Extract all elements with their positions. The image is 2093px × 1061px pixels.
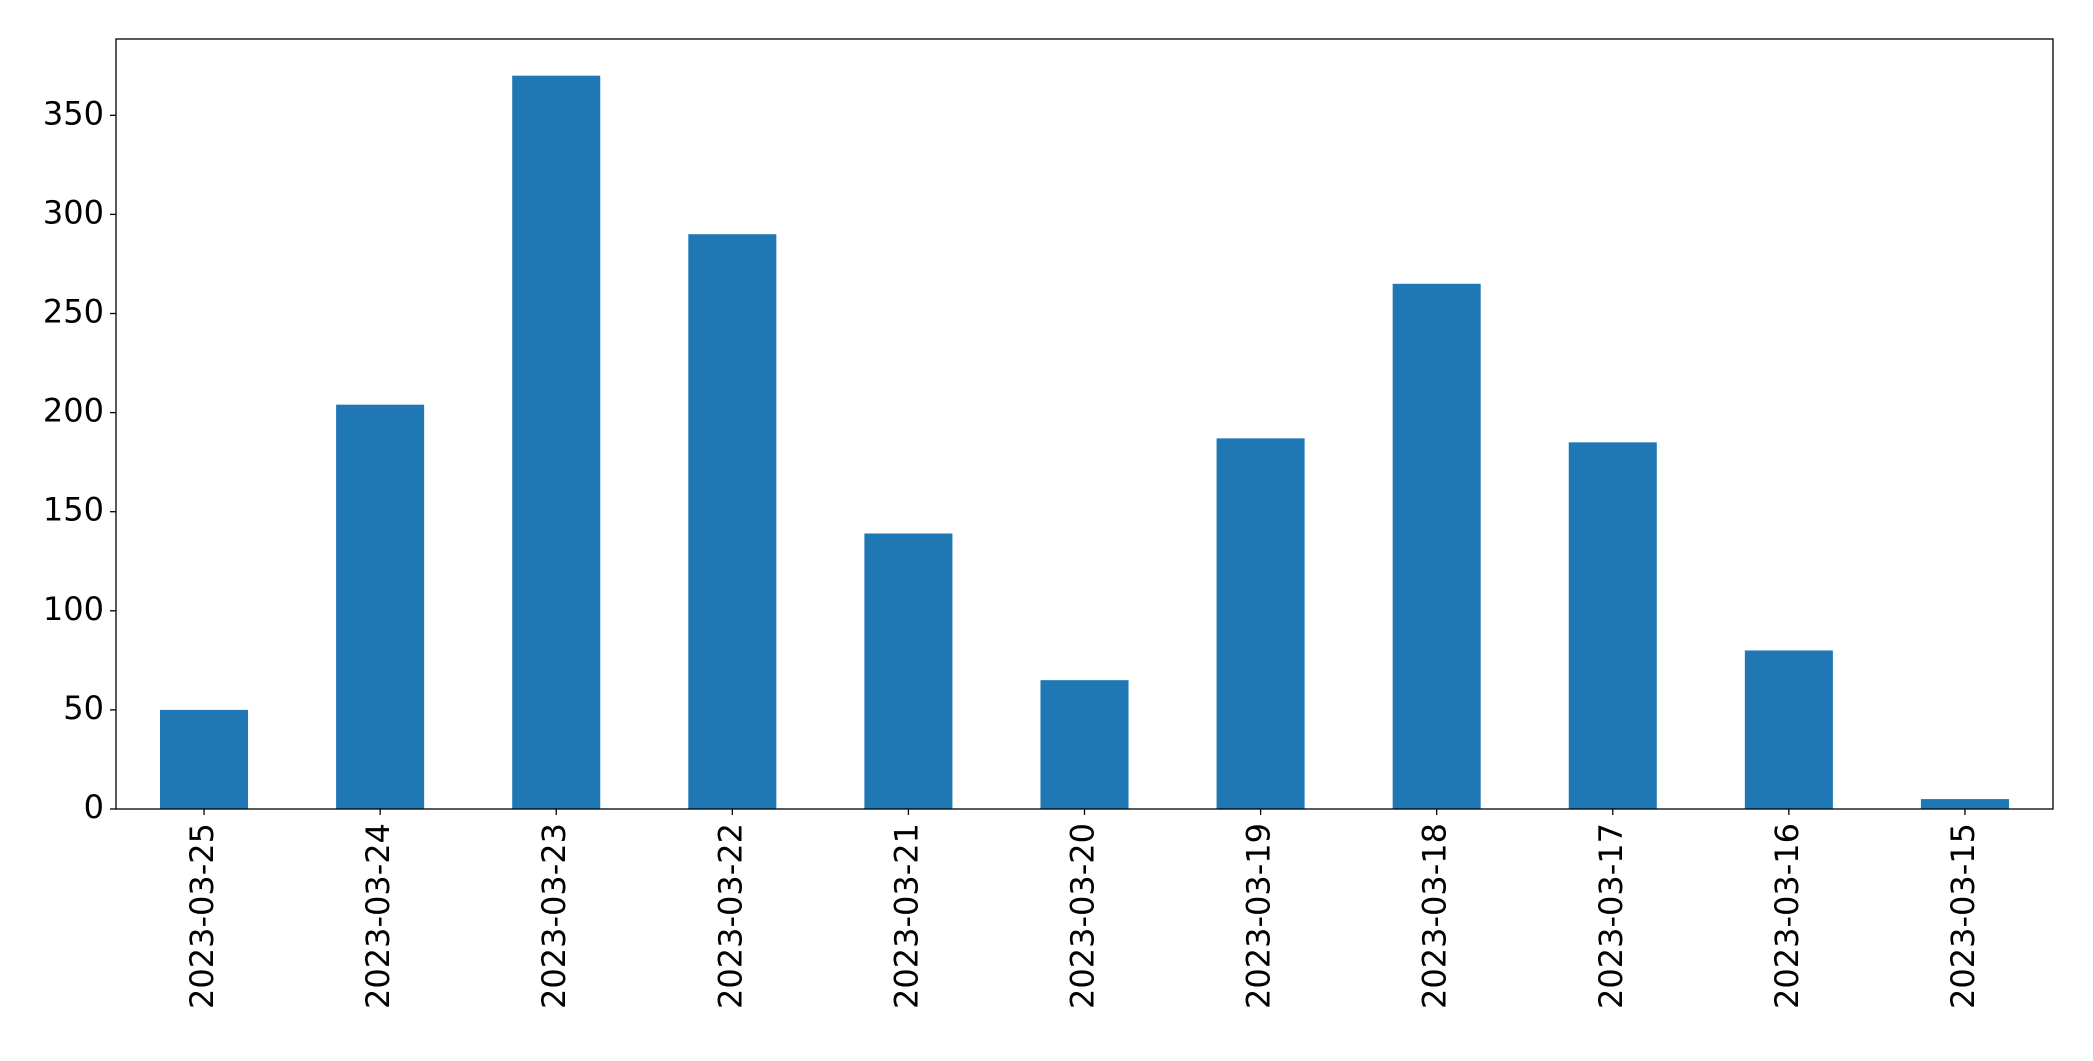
y-tick-label: 100 xyxy=(43,590,104,628)
bar xyxy=(1216,438,1305,809)
bar xyxy=(1568,442,1657,809)
bar xyxy=(1392,283,1481,809)
bar xyxy=(160,709,249,809)
x-tick-label: 2023-03-15 xyxy=(1944,823,1982,1009)
x-tick-label: 2023-03-24 xyxy=(359,823,397,1009)
x-tick-label: 2023-03-18 xyxy=(1416,823,1454,1009)
bar xyxy=(864,533,953,809)
bar xyxy=(1040,680,1129,809)
y-tick-label: 300 xyxy=(43,193,104,231)
bar xyxy=(1920,799,2009,809)
y-tick-label: 0 xyxy=(84,788,104,826)
bar xyxy=(512,75,601,809)
bar xyxy=(1744,650,1833,809)
x-tick-label: 2023-03-17 xyxy=(1592,823,1630,1009)
y-tick-label: 350 xyxy=(43,94,104,132)
y-tick-label: 200 xyxy=(43,392,104,430)
bar xyxy=(336,404,425,809)
x-tick-label: 2023-03-21 xyxy=(887,823,925,1009)
y-tick-label: 50 xyxy=(63,689,104,727)
plot-frame xyxy=(115,38,2054,810)
x-tick-label: 2023-03-23 xyxy=(535,823,573,1009)
x-tick-label: 2023-03-22 xyxy=(711,823,749,1009)
bar xyxy=(688,234,777,809)
x-tick-label: 2023-03-19 xyxy=(1240,823,1278,1009)
x-tick-label: 2023-03-16 xyxy=(1768,823,1806,1009)
y-tick-label: 250 xyxy=(43,293,104,331)
x-tick-label: 2023-03-25 xyxy=(183,823,221,1009)
x-tick-label: 2023-03-20 xyxy=(1064,823,1102,1009)
y-tick-label: 150 xyxy=(43,491,104,529)
